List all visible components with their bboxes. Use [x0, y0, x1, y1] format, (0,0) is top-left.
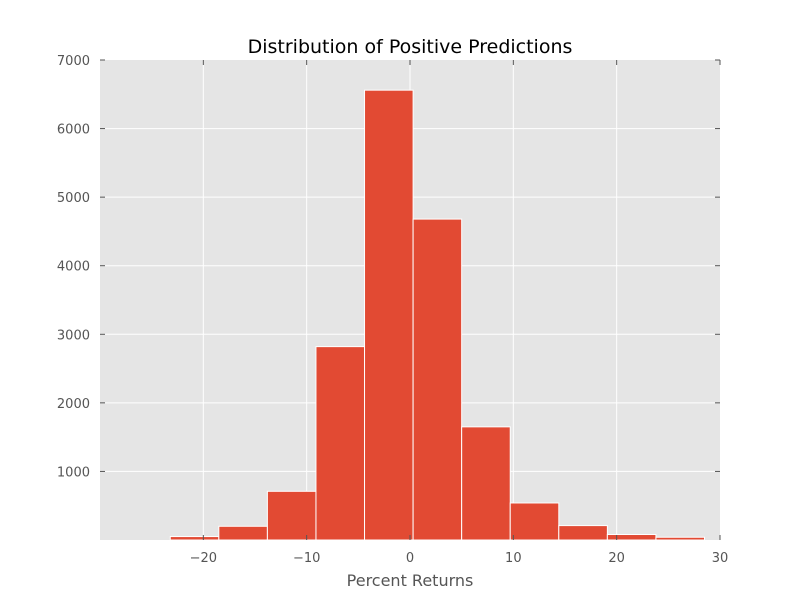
- histogram-bar: [558, 525, 608, 541]
- histogram-bar: [218, 525, 268, 541]
- histogram-bar: [655, 536, 706, 541]
- y-tick-label: 3000: [57, 328, 90, 343]
- x-tick-label: 10: [505, 551, 522, 566]
- y-tick-label: 1000: [57, 465, 90, 480]
- y-tick-label: 4000: [57, 260, 90, 275]
- x-tick-label: 0: [406, 551, 414, 566]
- histogram-bar: [412, 218, 463, 541]
- histogram-bars: [169, 89, 706, 541]
- y-tick-labels: 1000 2000 3000 4000 5000 6000 7000: [57, 54, 90, 480]
- y-tick-label: 5000: [57, 191, 90, 206]
- histogram-bar: [315, 346, 366, 541]
- histogram-bar: [509, 502, 560, 541]
- x-tick-label: 20: [608, 551, 625, 566]
- x-tick-labels: −20 −10 0 10 20 30: [190, 551, 729, 566]
- x-tick-label: −20: [190, 551, 217, 566]
- chart-title: Distribution of Positive Predictions: [248, 36, 573, 58]
- y-tick-label: 6000: [57, 123, 90, 138]
- x-tick-label: 30: [712, 551, 729, 566]
- x-tick-label: −10: [293, 551, 320, 566]
- x-axis-label: Percent Returns: [347, 571, 474, 590]
- histogram-bar: [364, 89, 414, 541]
- y-tick-label: 7000: [57, 54, 90, 69]
- y-tick-label: 2000: [57, 397, 90, 412]
- histogram-bar: [266, 490, 317, 541]
- axis-ticks: [100, 59, 721, 540]
- histogram-bar: [169, 536, 220, 541]
- histogram-bar: [606, 534, 657, 541]
- histogram-bar: [461, 426, 511, 541]
